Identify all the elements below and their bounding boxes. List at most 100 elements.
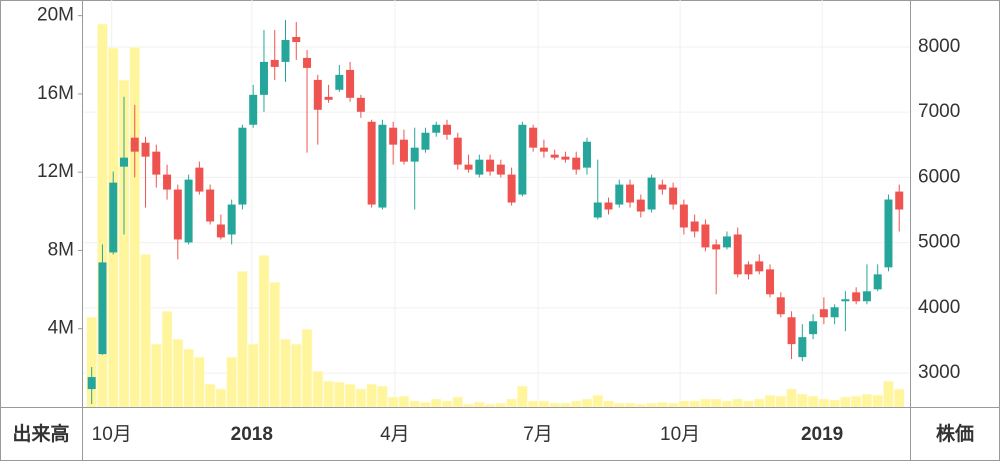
candle-body	[744, 264, 753, 275]
y2-tick-label: 3000	[918, 362, 960, 383]
volume-bar	[592, 394, 604, 408]
volume-bar	[549, 402, 560, 408]
volume-bar	[678, 400, 690, 408]
volume-bar	[732, 398, 744, 408]
candle-body	[453, 137, 462, 165]
volume-bar	[872, 394, 883, 408]
volume-bar	[280, 338, 291, 408]
candle-body	[701, 224, 710, 248]
volume-bar	[452, 396, 464, 408]
volume-bar	[883, 380, 894, 408]
candle-body	[443, 124, 452, 135]
candle-body	[884, 199, 893, 268]
volume-bar	[893, 388, 905, 408]
x-tick-label: 10月	[92, 424, 132, 445]
candle-body	[539, 147, 548, 152]
y-tick-label: 8M	[48, 239, 74, 260]
volume-bar	[829, 399, 840, 408]
volume-bar	[657, 401, 668, 408]
volume-bar	[140, 254, 151, 408]
labels: 3000 4000 5000 6000 7000 8000 4M 8M 12M 16M 20M 10月…	[37, 5, 960, 445]
volume-bar	[613, 402, 625, 408]
candle-body	[292, 36, 301, 43]
candle-body	[324, 96, 333, 100]
candle-body	[852, 292, 861, 302]
x-tick-label: 2018	[231, 424, 273, 445]
volume-bar	[646, 402, 657, 408]
candle-body	[313, 79, 322, 110]
candle-body	[712, 244, 721, 250]
candle-layer	[87, 20, 904, 404]
volume-bar	[463, 403, 474, 408]
candle-body	[486, 159, 495, 172]
volume-bar	[194, 356, 205, 408]
volume-bar	[474, 401, 485, 408]
volume-bar	[667, 402, 679, 408]
y-tick-label: 16M	[37, 83, 74, 104]
candle-body	[604, 202, 613, 210]
volume-bar	[420, 401, 431, 408]
volume-bar	[560, 402, 571, 408]
volume-bar	[603, 400, 614, 408]
volume-bar	[129, 46, 141, 408]
candle-body	[238, 127, 247, 205]
volume-bar	[312, 370, 324, 408]
volume-bar	[258, 255, 270, 408]
volume-bar	[517, 385, 528, 408]
candle-body	[529, 127, 538, 148]
volume-bar	[786, 388, 797, 408]
x-tick-label: 4月	[380, 424, 410, 445]
candle-body	[367, 121, 376, 205]
y2-axis-label: 株価	[936, 422, 974, 445]
y2-tick-label: 7000	[918, 101, 960, 122]
candle-body	[593, 202, 602, 218]
candle-body	[550, 154, 559, 158]
candle-body	[356, 97, 365, 112]
candle-body	[475, 159, 484, 175]
volume-bar	[743, 400, 754, 408]
candle-body	[184, 179, 193, 243]
candle-body	[378, 124, 387, 208]
candle-body	[690, 221, 699, 232]
candle-body	[819, 309, 828, 318]
volume-bar	[797, 393, 808, 408]
candle-body	[755, 261, 764, 272]
volume-bar	[753, 398, 765, 408]
candle-body	[679, 204, 688, 228]
volume-bar	[689, 400, 700, 408]
volume-bar	[721, 400, 733, 408]
y2-tick-label: 8000	[918, 36, 960, 57]
volume-bar	[840, 396, 851, 408]
candle-body	[109, 182, 118, 253]
candle-body	[518, 124, 527, 195]
volume-bar	[150, 343, 162, 408]
candle-body	[141, 142, 150, 157]
volume-bar	[850, 395, 862, 408]
volume-bar	[484, 403, 496, 408]
y2-tick-label: 4000	[918, 297, 960, 318]
candle-body	[862, 291, 871, 302]
volume-bar	[430, 398, 442, 408]
candle-body	[841, 299, 850, 302]
candle-body	[335, 74, 344, 90]
candle-body	[895, 191, 904, 210]
candle-body	[776, 297, 785, 315]
candle-body	[410, 147, 419, 162]
candle-body	[766, 269, 775, 295]
volume-bar	[527, 400, 539, 408]
volume-bar	[366, 383, 377, 408]
candle-body	[561, 156, 570, 160]
volume-bar	[861, 393, 873, 408]
candle-body	[496, 164, 505, 175]
candle-body	[303, 57, 312, 68]
x-tick-label: 7月	[523, 424, 553, 445]
candle-body	[346, 69, 355, 98]
x-tick-label: 10月	[660, 424, 700, 445]
y-axis-label: 出来高	[12, 422, 69, 445]
candle-body	[216, 224, 225, 238]
volume-bar	[538, 400, 550, 408]
volume-bar	[355, 388, 367, 408]
candle-body	[830, 307, 839, 318]
volume-bar	[775, 395, 787, 408]
